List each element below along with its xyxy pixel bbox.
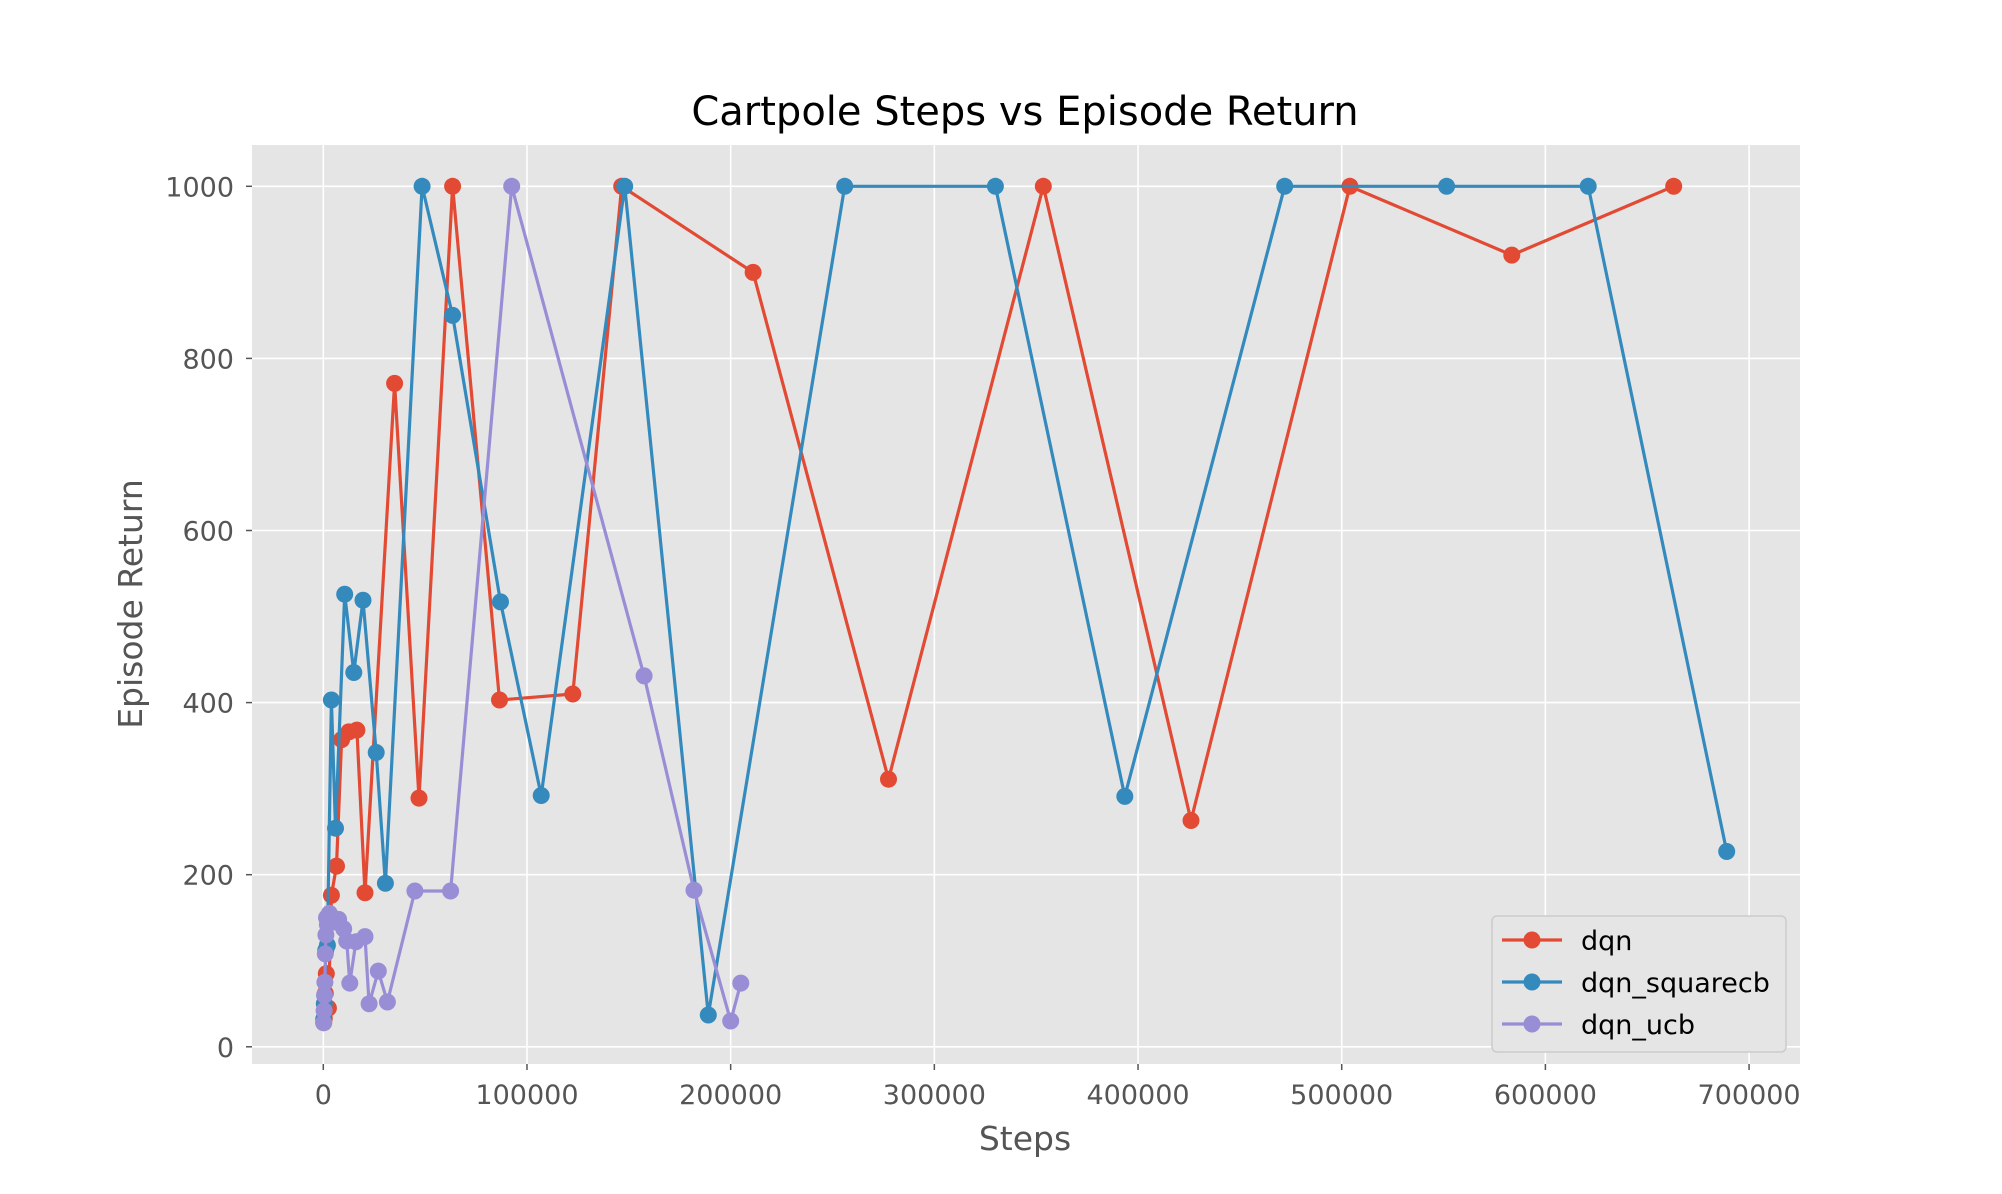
dqn-point [744, 263, 762, 281]
dqn_ucb-point [316, 973, 334, 991]
dqn_ucb-point [315, 1014, 333, 1032]
dqn_squarecb-point [322, 691, 340, 709]
x-axis-ticks: 0 100000 200000 300000 400000 500000 600000 700… [315, 1064, 1801, 1111]
dqn_squarecb-point [986, 177, 1004, 195]
legend-marker [1523, 1015, 1541, 1033]
dqn-point [410, 789, 428, 807]
dqn-point [356, 884, 374, 902]
dqn-point [444, 177, 462, 195]
dqn_squarecb-point [354, 591, 372, 609]
dqn_ucb-point [341, 974, 359, 992]
dqn_squarecb-point [532, 787, 550, 804]
y-tick-label: 400 [182, 689, 234, 720]
dqn-point [322, 886, 340, 904]
x-axis-label: Steps [979, 1119, 1071, 1158]
dqn-point [1034, 177, 1052, 195]
dqn-point [491, 691, 508, 709]
legend: dqn dqn_squarecb dqn_ucb [1491, 915, 1787, 1053]
dqn_squarecb-point [444, 306, 462, 324]
legend-frame [1491, 915, 1787, 1053]
dqn_squarecb-point [836, 177, 854, 195]
x-tick-label: 600000 [1494, 1080, 1597, 1111]
dqn_squarecb-point [492, 593, 509, 611]
legend-marker [1523, 973, 1541, 991]
dqn_ucb-point [732, 974, 750, 992]
legend-marker [1523, 931, 1541, 949]
dqn_squarecb-point [413, 177, 431, 195]
dqn_squarecb-point [327, 819, 344, 837]
series-dqn_ucb [315, 177, 750, 1032]
dqn_ucb-point [369, 962, 387, 980]
dqn_squarecb-point [1438, 177, 1456, 195]
dqn_squarecb-point [376, 874, 394, 892]
y-axis-ticks: 0 200 400 600 800 1000 [165, 172, 252, 1064]
dqn-point [348, 721, 366, 739]
plot-area [252, 145, 1800, 1064]
y-tick-label: 0 [217, 1033, 234, 1064]
chart-title: Cartpole Steps vs Episode Return [691, 89, 1358, 135]
y-axis-label: Episode Return [111, 479, 150, 729]
legend-label: dqn_squarecb [1581, 968, 1770, 999]
legend-item-dqn: dqn [1502, 926, 1632, 957]
dqn-point [328, 857, 345, 875]
dqn-point [564, 685, 582, 703]
dqn-point [880, 770, 897, 788]
legend-item-dqn_ucb: dqn_ucb [1502, 1010, 1695, 1041]
dqn_squarecb-point [1718, 843, 1736, 860]
y-tick-label: 600 [182, 516, 234, 547]
dqn_ucb-point [316, 986, 333, 1004]
series-layer [315, 177, 1736, 1032]
dqn_ucb-point [722, 1012, 740, 1030]
y-tick-label: 1000 [165, 172, 234, 203]
dqn-point [386, 374, 404, 392]
dqn_ucb-point [360, 995, 378, 1013]
dqn_squarecb-point [345, 664, 363, 681]
y-tick-label: 800 [182, 344, 234, 375]
dqn_squarecb-point [1579, 177, 1597, 195]
dqn_ucb-point [406, 882, 424, 900]
x-tick-label: 700000 [1698, 1080, 1801, 1111]
x-tick-label: 500000 [1290, 1080, 1393, 1111]
gridlines [252, 145, 1800, 1064]
dqn_squarecb-point [367, 744, 385, 761]
dqn_squarecb-point [336, 585, 354, 603]
dqn-point [1503, 246, 1521, 264]
dqn_squarecb-line [322, 184, 1729, 1020]
legend-item-dqn_squarecb: dqn_squarecb [1502, 968, 1770, 999]
series-dqn_squarecb [315, 177, 1736, 1028]
dqn_ucb-point [685, 881, 703, 899]
x-tick-label: 0 [315, 1080, 332, 1111]
dqn-point [1665, 177, 1683, 195]
dqn_ucb-point [442, 882, 460, 900]
legend-label: dqn_ucb [1581, 1010, 1695, 1041]
dqn_squarecb-point [616, 177, 634, 195]
dqn_squarecb-point [1116, 787, 1134, 805]
dqn_ucb-point [315, 1002, 333, 1020]
legend-label: dqn [1581, 926, 1632, 957]
dqn-point [1182, 812, 1200, 829]
x-tick-label: 300000 [883, 1080, 986, 1111]
dqn_ucb-point [378, 993, 396, 1011]
x-tick-label: 100000 [475, 1080, 578, 1111]
dqn_squarecb-point [1276, 177, 1294, 195]
x-tick-label: 200000 [679, 1080, 782, 1111]
dqn_ucb-point [316, 945, 334, 963]
dqn_squarecb-point [699, 1006, 717, 1024]
dqn_ucb-point [503, 177, 521, 195]
dqn_ucb-point [635, 667, 653, 685]
dqn_ucb-point [356, 928, 374, 946]
y-tick-label: 200 [182, 861, 234, 892]
x-tick-label: 400000 [1086, 1080, 1189, 1111]
